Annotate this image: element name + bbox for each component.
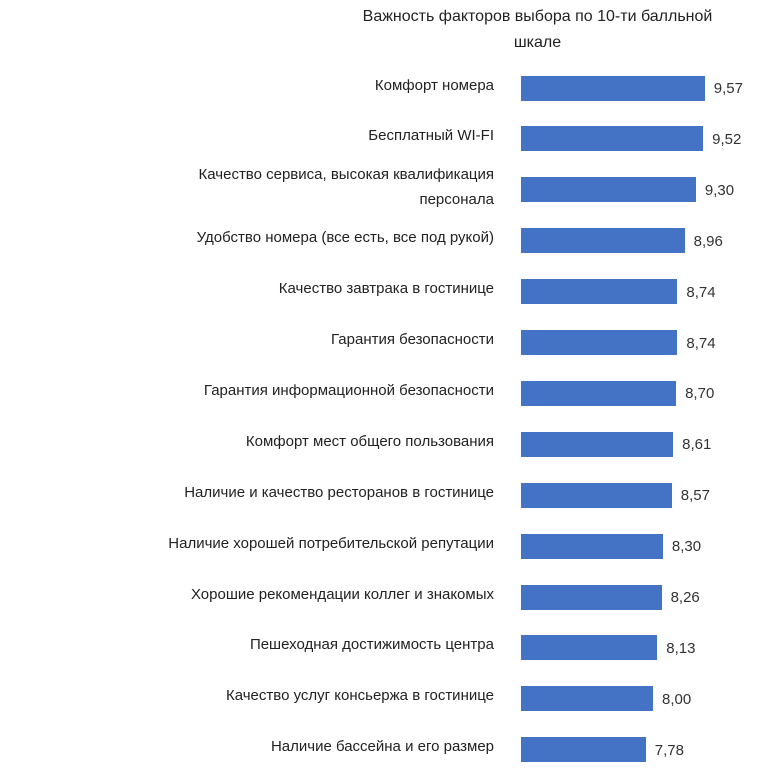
bar	[521, 635, 658, 661]
category-label: Качество завтрака в гостинице	[278, 280, 494, 298]
category-label: Удобство номера (все есть, все под рукой…	[196, 229, 494, 247]
category-label: Бесплатный WI-FI	[368, 127, 494, 145]
bar	[521, 380, 677, 406]
bar	[521, 75, 705, 101]
category-label: Наличие хорошей потребительской репутаци…	[168, 534, 494, 552]
category-label: Гарантия информационной безопасности	[203, 381, 494, 399]
value-label: 8,96	[693, 232, 723, 250]
bar	[521, 533, 663, 559]
value-label: 9,30	[704, 181, 735, 199]
bar	[521, 686, 653, 712]
bar	[521, 330, 678, 355]
bar	[521, 584, 662, 610]
category-label: Качество сервиса, высокая квалификация п…	[198, 165, 494, 208]
category-label: Комфорт мест общего пользования	[245, 432, 494, 450]
bar	[521, 279, 678, 305]
value-label: 9,57	[713, 80, 743, 97]
value-label: 8,70	[685, 385, 715, 403]
bar	[521, 177, 696, 203]
category-label: Пешеходная достижимость центра	[249, 636, 494, 654]
value-label: 8,30	[671, 538, 702, 556]
value-label: 8,74	[686, 283, 716, 301]
value-label: 8,74	[686, 334, 716, 352]
category-label: Наличие и качество ресторанов в гостиниц…	[184, 483, 494, 501]
value-label: 8,00	[662, 690, 692, 708]
value-label: 8,26	[670, 589, 700, 606]
bar	[521, 482, 672, 508]
value-label: 9,52	[712, 130, 742, 148]
value-label: 8,57	[680, 487, 710, 505]
chart-title: Важность факторов выбора по 10-ти балльн…	[362, 8, 713, 51]
category-label: Гарантия безопасности	[331, 331, 494, 348]
bar	[521, 228, 685, 254]
category-label: Комфорт номера	[374, 76, 494, 94]
category-label: Качество услуг консьержа в гостинице	[225, 687, 494, 705]
category-label: Хорошие рекомендации коллег и знакомых	[190, 585, 494, 603]
value-label: 8,61	[682, 436, 712, 454]
bar	[521, 431, 674, 457]
bar	[521, 126, 704, 152]
bar	[521, 737, 646, 763]
category-label: Наличие бассейна и его размер	[270, 738, 494, 756]
value-label: 8,13	[666, 639, 696, 657]
value-label: 7,78	[654, 741, 684, 759]
